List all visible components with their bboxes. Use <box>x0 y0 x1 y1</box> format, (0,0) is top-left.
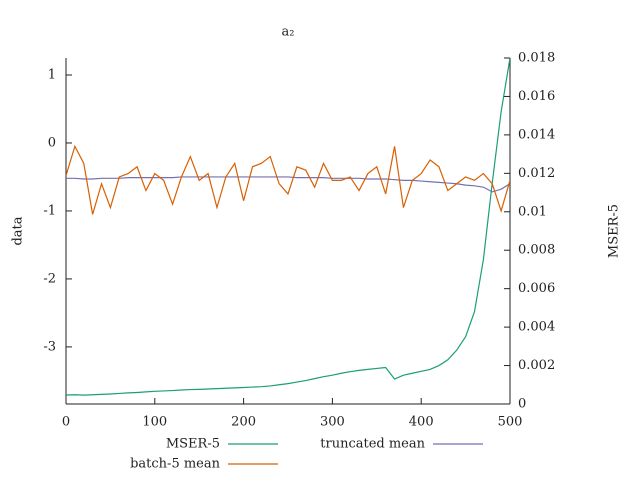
x-tick-label: 100 <box>142 415 167 430</box>
legend-label: MSER-5 <box>166 437 220 452</box>
plot-area <box>66 58 510 396</box>
y2-tick-label: 0.008 <box>518 243 555 258</box>
y-tick-label: -1 <box>43 203 56 218</box>
y-tick-label: -3 <box>43 339 56 354</box>
x-tick-label: 300 <box>320 415 345 430</box>
x-tick-label: 500 <box>498 415 523 430</box>
y2-tick-label: 0 <box>518 397 526 412</box>
y-tick-label: 1 <box>48 67 56 82</box>
chart-title: a₂ <box>282 25 295 40</box>
y2-tick-label: 0.016 <box>518 89 555 104</box>
legend-label: batch-5 mean <box>130 457 221 472</box>
y2-tick-label: 0.012 <box>518 166 555 181</box>
y-tick-label: 0 <box>48 135 56 150</box>
x-tick-label: 400 <box>409 415 434 430</box>
y2-tick-label: 0.006 <box>518 281 555 296</box>
series-line <box>66 176 510 193</box>
legend-label: truncated mean <box>320 437 425 452</box>
y2-tick-label: 0.01 <box>518 204 547 219</box>
x-tick-label: 0 <box>62 415 70 430</box>
y2-tick-label: 0.014 <box>518 127 555 142</box>
y-tick-label: -2 <box>43 271 56 286</box>
y2-tick-label: 0.004 <box>518 320 555 335</box>
y2-tick-label: 0.002 <box>518 358 555 373</box>
y-axis-label: data <box>11 216 26 245</box>
y2-tick-label: 0.018 <box>518 51 555 66</box>
series-line <box>66 144 510 215</box>
series-line <box>66 58 510 396</box>
x-tick-label: 200 <box>231 415 256 430</box>
y2-axis-label: MSER-5 <box>607 204 622 258</box>
